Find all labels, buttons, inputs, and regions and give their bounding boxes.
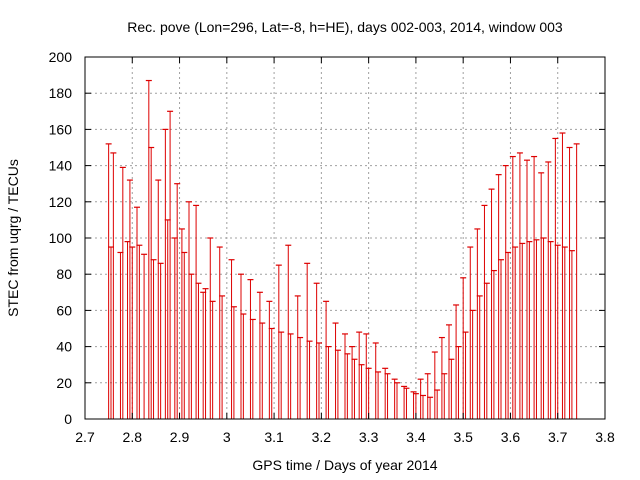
y-tick-label: 80 [56,266,72,282]
x-tick-label: 3.3 [359,429,379,445]
x-axis-ticks: 2.7 2.8 2.9 3 3.1 3.2 3.3 3.4 3.5 3.6 3.7 3.8 [75,57,615,445]
x-axis-label: GPS time / Days of year 2014 [252,457,437,473]
y-tick-label: 160 [49,121,73,137]
y-tick-label: 20 [56,375,72,391]
y-tick-label: 60 [56,302,72,318]
x-tick-label: 3.6 [501,429,521,445]
x-tick-label: 2.8 [123,429,143,445]
x-tick-label: 3.4 [406,429,426,445]
error-bars [108,80,578,419]
y-axis-label: STEC from uqrg / TECUs [5,159,21,317]
x-tick-label: 3 [223,429,231,445]
y-tick-label: 100 [49,230,73,246]
x-tick-label: 3.5 [453,429,473,445]
x-tick-label: 3.8 [595,429,615,445]
y-tick-label: 140 [49,158,73,174]
y-tick-label: 200 [49,49,73,65]
y-axis-ticks: 0 20 40 60 80 100 120 140 160 180 200 [49,49,605,427]
x-tick-label: 3.2 [312,429,332,445]
chart-title: Rec. pove (Lon=296, Lat=-8, h=HE), days … [127,19,563,35]
y-tick-label: 120 [49,194,73,210]
x-tick-label: 3.1 [264,429,284,445]
y-tick-label: 40 [56,339,72,355]
y-tick-label: 0 [64,411,72,427]
x-tick-label: 2.9 [170,429,190,445]
x-tick-label: 2.7 [75,429,95,445]
data-points [105,79,580,398]
y-tick-label: 180 [49,85,73,101]
x-tick-label: 3.7 [548,429,568,445]
